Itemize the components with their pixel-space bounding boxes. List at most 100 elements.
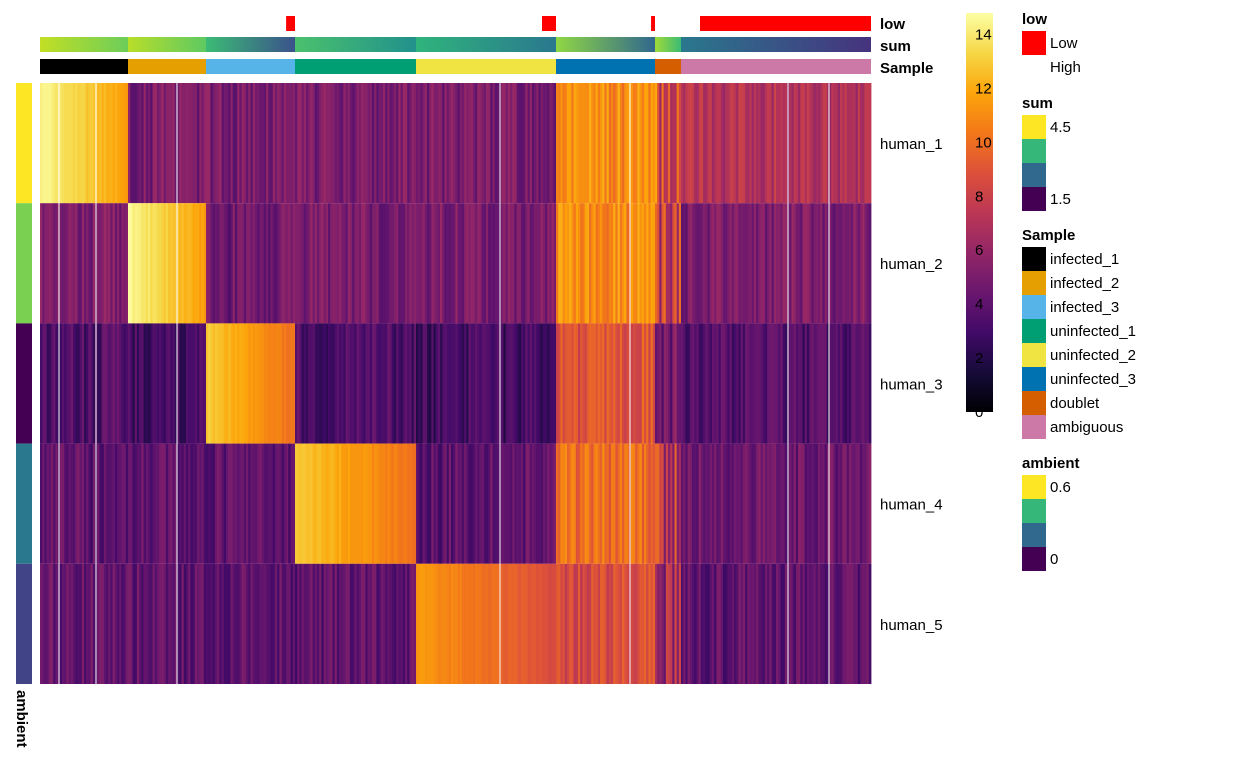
heatmap-cell <box>762 203 766 324</box>
heatmap-cell <box>626 323 629 444</box>
heatmap-cell <box>290 443 294 564</box>
heatmap-cell <box>223 563 227 684</box>
heatmap-cell <box>376 203 379 324</box>
heatmap-cell <box>734 203 737 324</box>
heatmap-cell <box>525 323 528 444</box>
heatmap-cell <box>665 443 669 564</box>
heatmap-cell <box>659 83 662 204</box>
heatmap-cell <box>422 323 426 444</box>
heatmap-cell <box>212 323 216 444</box>
heatmap-cell <box>776 563 779 684</box>
heatmap-cell <box>711 83 715 204</box>
heatmap-cell <box>540 443 544 564</box>
heatmap-cell <box>283 323 287 444</box>
heatmap-cell <box>846 83 850 204</box>
heatmap-cell <box>464 83 467 204</box>
heatmap-cell <box>442 323 445 444</box>
heatmap-cell <box>68 443 72 564</box>
heatmap-cell <box>678 443 682 564</box>
heatmap-cell <box>624 83 627 204</box>
heatmap-cell <box>529 443 533 564</box>
heatmap-cell <box>862 83 865 204</box>
heatmap-cell <box>637 83 640 204</box>
colorbar-tick-label: 6 <box>975 242 983 259</box>
heatmap-cell <box>672 323 675 444</box>
heatmap-cell <box>556 443 559 564</box>
heatmap-cell <box>501 83 504 204</box>
heatmap-cell <box>472 563 476 684</box>
heatmap-cell <box>657 443 660 564</box>
heatmap-cell <box>389 443 393 564</box>
heatmap-cell <box>163 83 167 204</box>
heatmap-cell <box>694 83 697 204</box>
heatmap-cell <box>602 443 605 564</box>
heatmap-cell <box>644 83 647 204</box>
heatmap-cell <box>696 203 700 324</box>
heatmap-cell <box>681 83 684 204</box>
heatmap-cell <box>685 83 689 204</box>
heatmap-cell <box>496 443 500 564</box>
heatmap-cell <box>288 323 291 444</box>
heatmap-cell <box>440 83 443 204</box>
heatmap-cell <box>387 323 390 444</box>
heatmap-cell <box>53 563 56 684</box>
heatmap-cell <box>152 323 156 444</box>
heatmap-cell <box>829 563 832 684</box>
heatmap-cell <box>252 203 256 324</box>
heatmap-cell <box>455 563 458 684</box>
heatmap-cell <box>70 203 74 324</box>
heatmap-cell <box>150 443 153 564</box>
heatmap-cell <box>312 203 316 324</box>
heatmap-cell <box>55 83 58 204</box>
heatmap-cell <box>332 563 335 684</box>
heatmap-cell <box>600 443 603 564</box>
heatmap-cell <box>413 443 417 564</box>
heatmap-cell <box>831 443 834 564</box>
heatmap-cell <box>228 563 231 684</box>
heatmap-cell <box>740 203 744 324</box>
heatmap-cell <box>853 83 856 204</box>
heatmap-cell <box>221 563 225 684</box>
heatmap-cell <box>477 563 480 684</box>
heatmap-cell <box>575 323 579 444</box>
heatmap-cell <box>323 323 327 444</box>
heatmap-cell <box>512 203 515 324</box>
heatmap-cell <box>567 203 570 324</box>
heatmap-cell <box>817 563 821 684</box>
heatmap-cell <box>648 323 651 444</box>
heatmap-cell <box>624 203 627 324</box>
heatmap-cell <box>99 203 102 324</box>
heatmap-cell <box>611 203 614 324</box>
heatmap-cell <box>711 323 715 444</box>
heatmap-cell <box>306 203 309 324</box>
heatmap-cell <box>668 443 671 564</box>
heatmap-cell <box>330 83 333 204</box>
heatmap-cell <box>778 323 781 444</box>
heatmap-cell <box>762 563 766 684</box>
heatmap-cell <box>188 323 191 444</box>
heatmap-cell <box>853 323 856 444</box>
heatmap-cell <box>707 443 711 564</box>
heatmap-cell <box>595 203 599 324</box>
heatmap-cell <box>70 323 74 444</box>
heatmap-cell <box>527 443 531 564</box>
heatmap-cell <box>252 563 256 684</box>
heatmap-cell <box>117 443 120 564</box>
heatmap-cell <box>466 323 469 444</box>
heatmap-cell <box>615 323 618 444</box>
heatmap-cell <box>689 203 693 324</box>
heatmap-cell <box>332 83 335 204</box>
heatmap-cell <box>152 83 156 204</box>
heatmap-cell <box>523 443 526 564</box>
heatmap-cell <box>531 443 535 564</box>
heatmap-cell <box>595 83 599 204</box>
heatmap-cell <box>853 203 856 324</box>
heatmap-cell <box>150 563 153 684</box>
heatmap-cell <box>457 443 461 564</box>
heatmap-cell <box>655 563 658 684</box>
heatmap-cell <box>567 443 570 564</box>
heatmap-cell <box>862 323 865 444</box>
heatmap-cell <box>641 83 645 204</box>
heatmap-cell <box>413 563 417 684</box>
heatmap-cell <box>727 323 731 444</box>
